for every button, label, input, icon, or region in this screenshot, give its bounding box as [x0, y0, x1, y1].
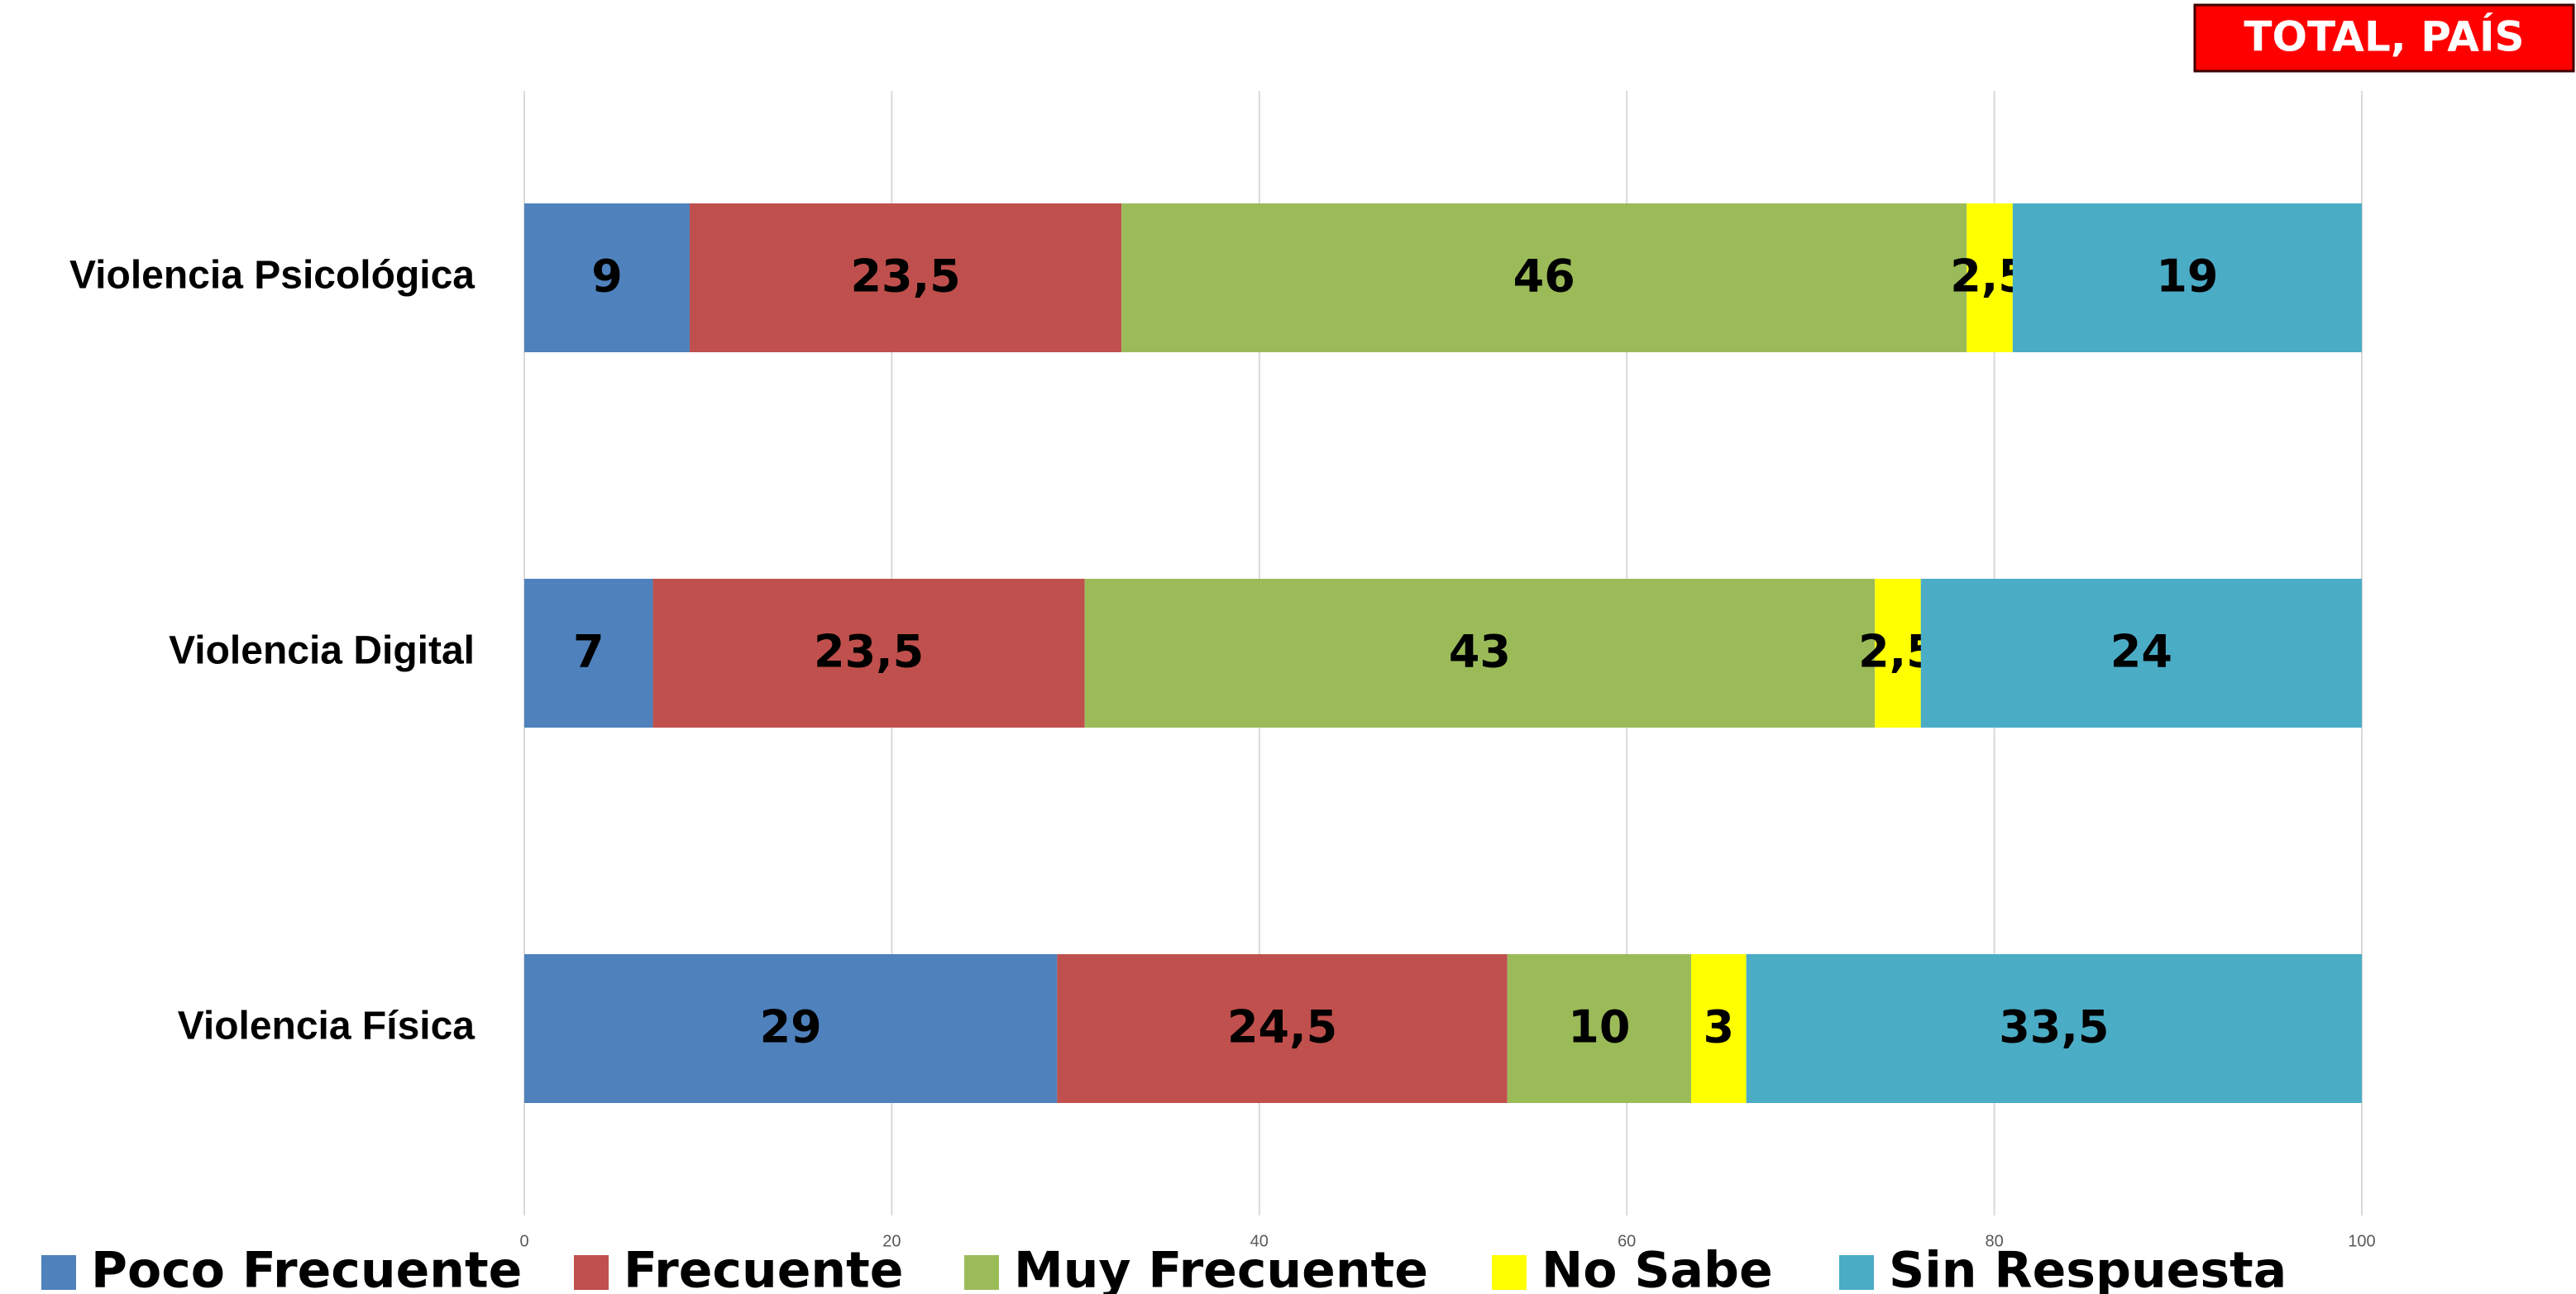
category-label: Violencia Digital [169, 629, 475, 673]
bar-segment [1057, 954, 1508, 1103]
x-tick-label: 100 [2348, 1232, 2375, 1250]
data-label: 23,5 [850, 251, 960, 303]
bar-segment [652, 579, 1085, 728]
x-tick-label: 40 [1250, 1232, 1269, 1250]
bar-segment [524, 579, 653, 728]
data-label: 24,5 [1227, 1001, 1337, 1053]
data-label: 24 [2110, 626, 2172, 678]
legend-swatch [1839, 1255, 1874, 1290]
category-label: Violencia Psicológica [69, 254, 475, 298]
data-label: 29 [760, 1001, 822, 1053]
data-label: 9 [591, 251, 623, 303]
data-label: 19 [2156, 251, 2218, 303]
annotation-box [2193, 3, 2575, 73]
legend-label: Frecuente [624, 1242, 904, 1294]
data-label: 23,5 [814, 626, 924, 678]
legend-label: Muy Frecuente [1014, 1242, 1428, 1294]
bar-segment [1746, 954, 2362, 1103]
data-label: 7 [573, 626, 605, 678]
bar-segment [1920, 579, 2362, 728]
bar-segment [689, 203, 1122, 352]
x-tick-label: 80 [1985, 1232, 2003, 1250]
legend-swatch [964, 1255, 999, 1290]
bar-segment [2012, 203, 2362, 352]
legend-label: Sin Respuesta [1889, 1242, 2287, 1294]
x-tick-label: 20 [882, 1232, 901, 1250]
data-label: 3 [1704, 1001, 1735, 1053]
bar-segment [524, 203, 690, 352]
bar-segment [1690, 954, 1747, 1103]
category-label: Violencia Física [178, 1005, 476, 1048]
bar-segment [1121, 203, 1967, 352]
data-label: 33,5 [1999, 1001, 2109, 1053]
data-label: 10 [1568, 1001, 1630, 1053]
bar-segment [1967, 203, 2013, 352]
legend-label: No Sabe [1541, 1242, 1773, 1294]
bar-segment [1875, 579, 1921, 728]
legend-swatch [574, 1255, 609, 1290]
legend-label: Poco Frecuente [91, 1242, 522, 1294]
bar-segment [1084, 579, 1876, 728]
bar-segment [1507, 954, 1691, 1103]
annotation: TOTAL, PAÍS [2244, 12, 2524, 61]
bar-segment [524, 954, 1058, 1103]
legend-swatch [1492, 1255, 1527, 1290]
x-tick-label: 0 [519, 1232, 528, 1250]
data-label: 43 [1449, 626, 1511, 678]
x-tick-label: 60 [1618, 1232, 1636, 1250]
data-label: 46 [1513, 251, 1575, 303]
legend-swatch [41, 1255, 76, 1290]
